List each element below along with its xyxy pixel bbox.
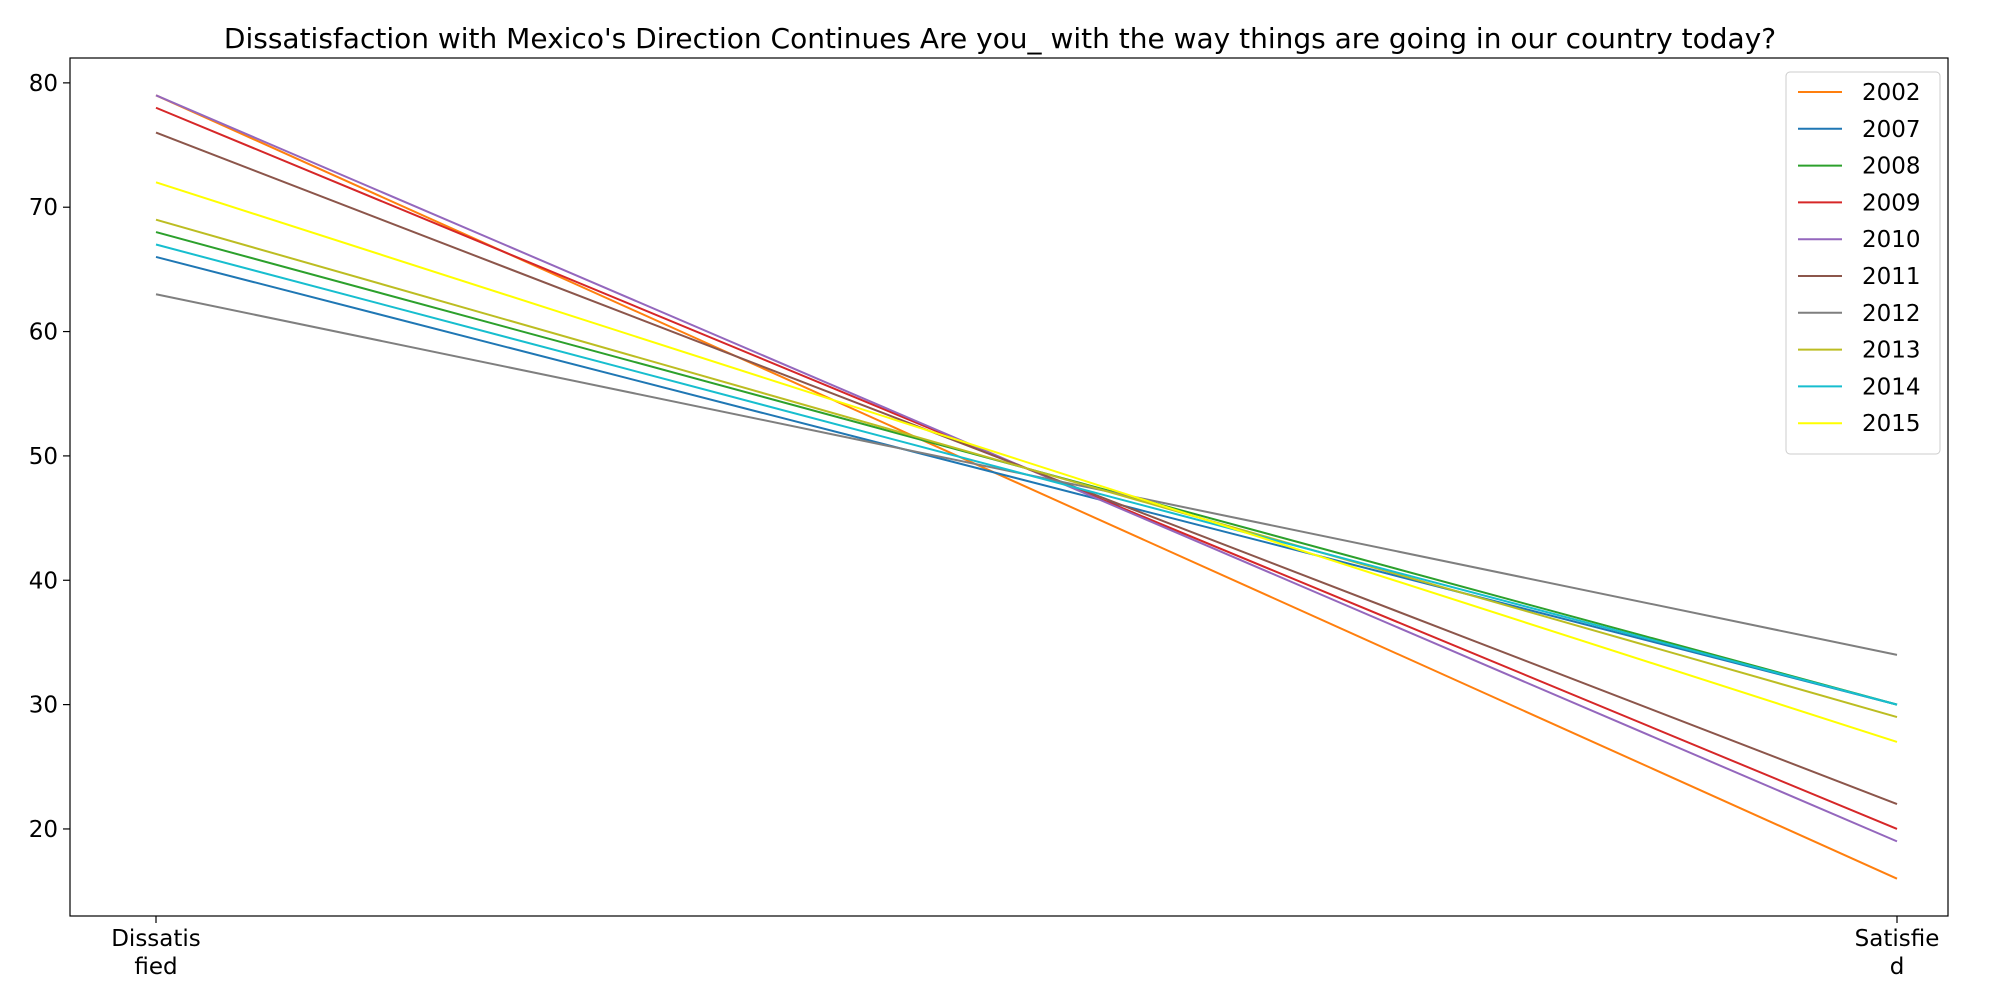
- y-tick-label: 40: [29, 568, 58, 594]
- y-tick-label: 60: [29, 320, 58, 346]
- y-tick-label: 50: [29, 444, 58, 470]
- plot-frame: [69, 57, 1949, 917]
- y-tick-label: 20: [29, 817, 58, 843]
- legend-label-2013: 2013: [1862, 338, 1921, 364]
- series-line-2002: [155, 94, 1898, 880]
- legend-label-2008: 2008: [1862, 154, 1921, 180]
- legend-label-2009: 2009: [1862, 190, 1921, 216]
- legend-box: [1785, 71, 1941, 455]
- legend-label-2012: 2012: [1862, 301, 1921, 327]
- x-tick-label: Dissatis fied: [111, 926, 201, 980]
- legend-label-2002: 2002: [1862, 80, 1921, 106]
- y-tick-label: 30: [29, 693, 58, 719]
- y-tick-label: 70: [29, 195, 58, 221]
- legend-label-2011: 2011: [1862, 264, 1921, 290]
- x-tick-label: Satisfie d: [1855, 926, 1940, 980]
- legend-label-2007: 2007: [1862, 117, 1921, 143]
- x-axis: Dissatis fied Satisfie d: [111, 916, 1939, 980]
- legend-label-2015: 2015: [1862, 411, 1921, 437]
- series-line-2007: [155, 255, 1898, 706]
- legend-label-2014: 2014: [1862, 374, 1921, 400]
- series-line-2013: [155, 218, 1898, 719]
- y-axis: 20 30 40 50 60 70 80: [29, 71, 70, 843]
- y-tick-label: 80: [29, 71, 58, 97]
- legend: 2002 2007 2008 2009 2010 2011 2012 2013 2014 2015: [1785, 71, 1941, 455]
- chart-title: Dissatisfaction with Mexico's Direction …: [224, 22, 1776, 55]
- series-line-2014: [155, 243, 1898, 706]
- legend-label-2010: 2010: [1862, 227, 1921, 253]
- series-line-2015: [155, 181, 1898, 743]
- plot-area: [69, 57, 1949, 917]
